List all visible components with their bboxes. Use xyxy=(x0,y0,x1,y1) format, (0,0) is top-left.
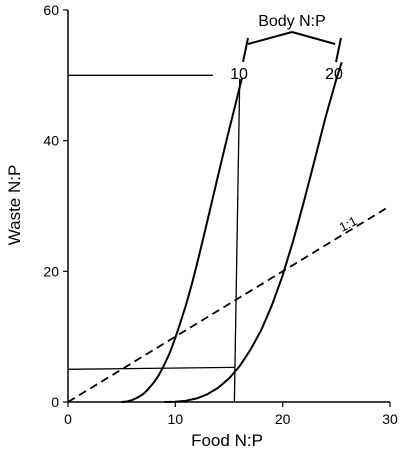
x-axis-title: Food N:P xyxy=(191,431,263,450)
x-tick-label: 30 xyxy=(382,411,398,427)
y-tick-label: 0 xyxy=(51,394,59,410)
curve-label-10: 10 xyxy=(230,66,248,83)
guide-line xyxy=(233,78,241,403)
series-line-10 xyxy=(121,78,243,403)
x-tick-label: 0 xyxy=(64,411,72,427)
y-tick-label: 40 xyxy=(43,133,59,149)
body-np-label: Body N:P xyxy=(258,13,326,30)
plot-area xyxy=(67,61,391,403)
bracket-line xyxy=(291,31,336,45)
y-axis-title: Waste N:P xyxy=(5,165,24,246)
y-axis-ticks: 0 20 40 60 xyxy=(43,2,68,410)
bracket-line xyxy=(242,37,249,63)
series-line-1-to-1 xyxy=(67,205,391,403)
x-axis-ticks: 0 10 20 30 xyxy=(64,402,398,427)
y-tick-label: 20 xyxy=(43,263,59,279)
curve-label-20: 20 xyxy=(325,66,343,83)
bracket-line xyxy=(247,31,293,45)
bracket-line xyxy=(335,37,342,63)
body-np-bracket xyxy=(242,31,342,63)
x-tick-label: 10 xyxy=(168,411,184,427)
one-to-one-label: 1:1 xyxy=(336,213,359,235)
series-line-20 xyxy=(164,61,343,403)
guide-line xyxy=(67,366,235,370)
x-tick-label: 20 xyxy=(275,411,291,427)
y-tick-label: 60 xyxy=(43,2,59,18)
